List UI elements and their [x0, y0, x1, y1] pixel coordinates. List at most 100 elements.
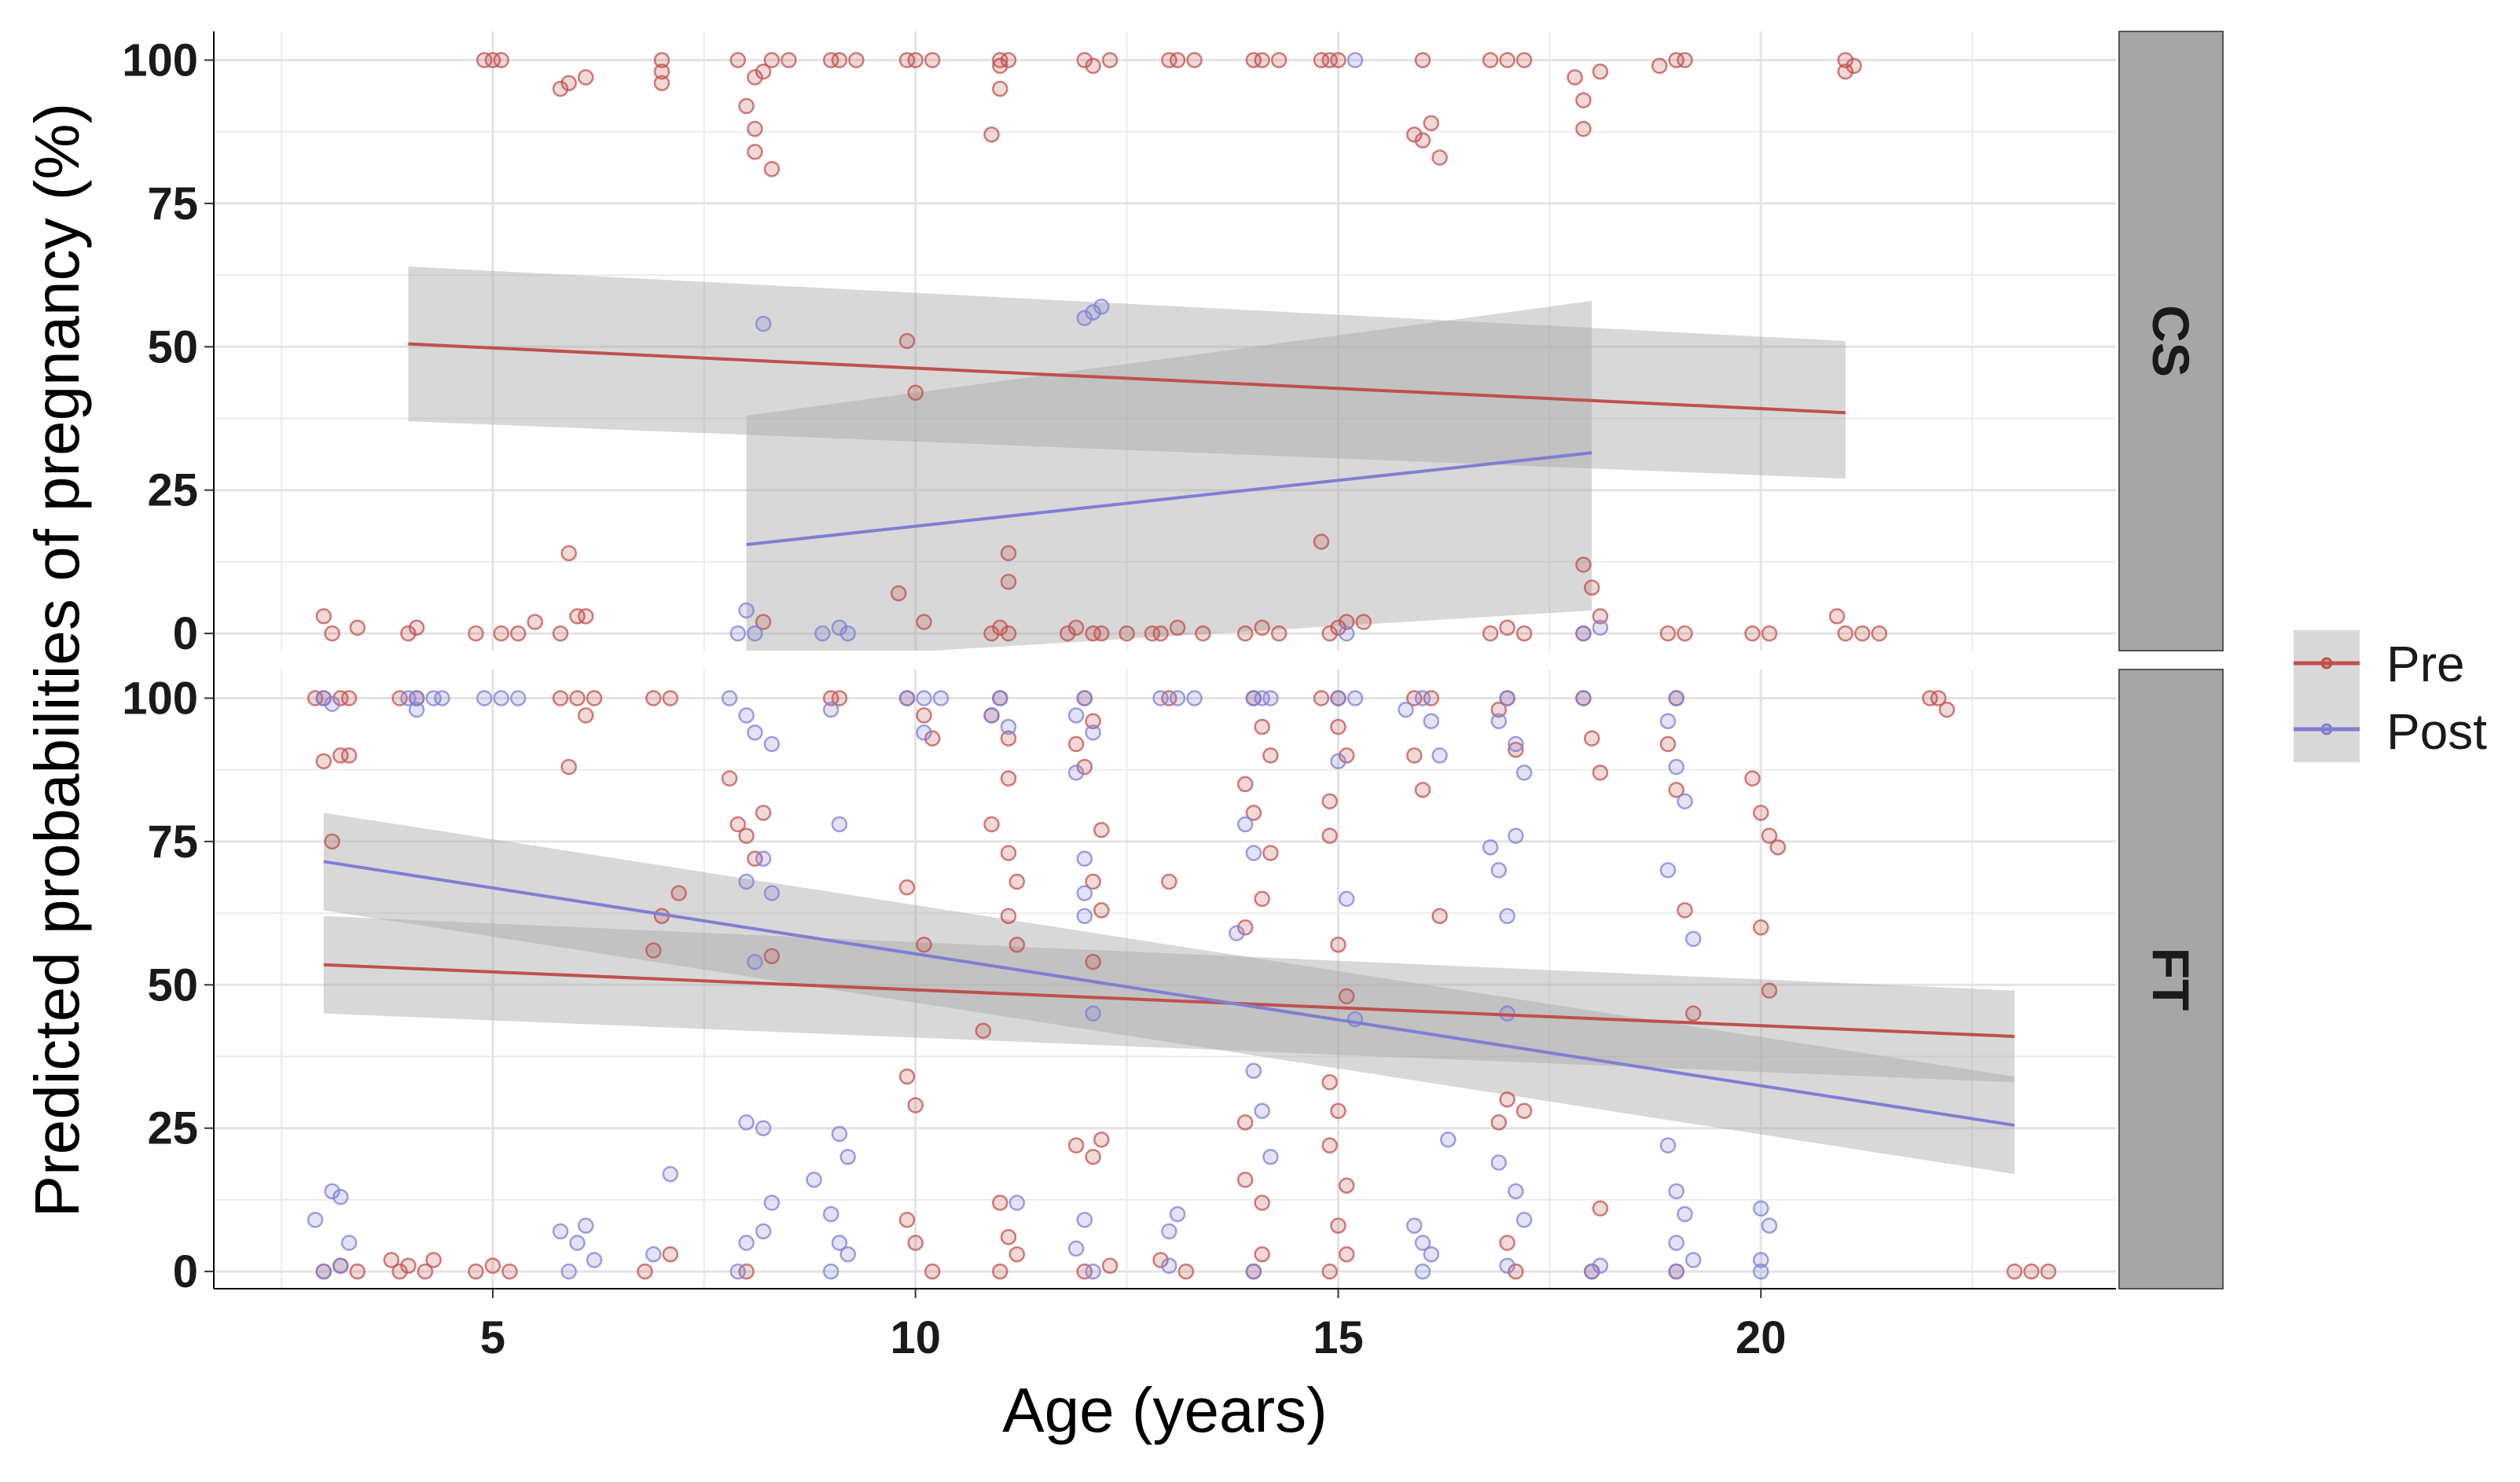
data-point-cs-pre — [552, 625, 569, 642]
data-point-cs-pre — [653, 75, 670, 91]
x-axis-title: Age (years) — [1002, 1375, 1327, 1445]
data-point-ft-post — [1245, 1263, 1262, 1280]
data-point-ft-post — [738, 1234, 755, 1251]
data-point-ft-post — [1254, 690, 1270, 706]
data-point-cs-pre — [1871, 625, 1888, 642]
data-point-ft-pre — [1093, 1132, 1110, 1148]
data-point-ft-pre — [1515, 1102, 1533, 1120]
data-point-cs-pre — [1144, 625, 1161, 642]
data-point-cs-post — [1592, 619, 1609, 636]
data-point-ft-post — [1499, 1257, 1515, 1275]
data-point-cs-pre — [755, 614, 772, 630]
data-point-ft-post — [1659, 713, 1677, 729]
data-point-cs-pre — [907, 384, 924, 401]
data-point-ft-pre — [332, 747, 349, 764]
data-point-ft-pre — [391, 1263, 408, 1280]
data-point-ft-pre — [1313, 690, 1330, 706]
data-point-ft-pre — [924, 1263, 941, 1280]
data-point-cs-post — [747, 625, 763, 642]
data-point-cs-pre — [907, 52, 924, 68]
data-point-ft-pre — [1769, 838, 1787, 856]
data-point-ft-post — [1076, 908, 1093, 924]
data-point-ft-pre — [1254, 890, 1270, 908]
data-point-ft-post — [1753, 1252, 1769, 1268]
data-point-ft-post — [738, 1114, 755, 1131]
y-tick-label: 0 — [173, 608, 198, 659]
data-point-ft-post — [831, 816, 848, 833]
data-point-ft-pre — [1499, 1234, 1515, 1251]
data-point-cs-post — [755, 315, 772, 332]
data-point-cs-pre — [1846, 57, 1862, 75]
data-point-cs-pre — [315, 607, 332, 625]
data-point-cs-pre — [1321, 52, 1338, 68]
data-point-ft-post — [1490, 1154, 1508, 1171]
data-point-cs-pre — [1119, 625, 1135, 642]
data-point-ft-pre — [560, 758, 577, 776]
data-point-cs-pre — [916, 614, 932, 630]
data-point-cs-pre — [560, 545, 577, 562]
data-point-ft-pre — [1499, 1091, 1515, 1108]
data-point-ft-post — [645, 1245, 662, 1263]
data-point-cs-pre — [1414, 132, 1431, 149]
data-point-ft-post — [1490, 713, 1508, 729]
data-point-cs-pre — [1338, 614, 1355, 630]
data-point-ft-post — [1490, 862, 1508, 879]
data-point-ft-pre — [645, 942, 662, 959]
legend: Pre Post — [2294, 630, 2487, 762]
data-point-cs-pre — [763, 52, 781, 68]
data-point-ft-post — [1668, 1183, 1684, 1200]
data-point-cs-pre — [1837, 52, 1854, 68]
data-point-ft-post — [1236, 816, 1254, 833]
x-tick-label: 10 — [890, 1312, 941, 1363]
data-point-cs-pre — [1406, 127, 1423, 143]
data-point-ft-pre — [729, 816, 747, 833]
data-point-ft-post — [822, 701, 839, 718]
data-point-cs-post — [1076, 310, 1093, 327]
data-point-ft-post — [822, 1205, 839, 1223]
data-point-cs-pre — [1659, 625, 1677, 642]
data-point-ft-pre — [1677, 902, 1693, 919]
data-point-ft-pre — [569, 690, 586, 706]
data-point-ft-post — [332, 1189, 349, 1205]
data-point-ft-pre — [1008, 1245, 1026, 1263]
data-point-ft-post — [509, 690, 527, 706]
data-point-cs-pre — [1761, 625, 1778, 642]
data-point-ft-pre — [1085, 953, 1101, 970]
data-point-ft-post — [763, 885, 781, 901]
data-point-ft-pre — [1093, 822, 1110, 838]
data-point-ft-pre — [1592, 765, 1609, 781]
data-point-ft-post — [1668, 1234, 1684, 1251]
data-point-cs-pre — [898, 332, 916, 350]
data-point-cs-pre — [747, 120, 763, 138]
data-point-cs-pre — [1575, 120, 1592, 138]
panel-strips: CS FT — [2118, 31, 2224, 1289]
data-point-cs-pre — [755, 63, 772, 80]
legend-label-pre: Pre — [2386, 636, 2465, 692]
data-point-ft-post — [1000, 718, 1017, 735]
data-point-ft-pre — [1684, 1005, 1702, 1022]
data-point-cs-pre — [1076, 52, 1093, 68]
data-point-cs-pre — [1195, 625, 1211, 642]
data-point-ft-post — [1592, 1257, 1609, 1275]
data-point-ft-pre — [1490, 1114, 1508, 1131]
strip-label-cs: CS — [2142, 305, 2200, 377]
data-point-cs-post — [839, 625, 856, 642]
data-point-ft-pre — [1508, 1263, 1524, 1280]
data-point-cs-pre — [653, 52, 670, 68]
data-point-ft-pre — [1254, 1245, 1270, 1263]
data-point-ft-post — [1262, 690, 1279, 706]
data-point-ft-pre — [1245, 805, 1262, 821]
data-point-cs-pre — [1067, 619, 1085, 636]
data-point-ft-post — [552, 1223, 569, 1240]
data-point-ft-pre — [1085, 873, 1101, 890]
data-point-ft-post — [822, 1263, 839, 1280]
data-point-cs-pre — [493, 625, 509, 642]
tick-labels: 0 25 50 75 100 0 25 50 75 100 5 10 15 20 — [122, 35, 1786, 1363]
data-point-ft-post — [434, 690, 450, 706]
data-point-ft-pre — [1000, 845, 1017, 861]
data-point-ft-post — [983, 707, 1000, 724]
data-point-ft-pre — [1338, 988, 1355, 1005]
data-point-cs-pre — [1060, 625, 1076, 642]
data-point-cs-pre — [324, 625, 340, 642]
data-point-ft-post — [1229, 925, 1245, 941]
